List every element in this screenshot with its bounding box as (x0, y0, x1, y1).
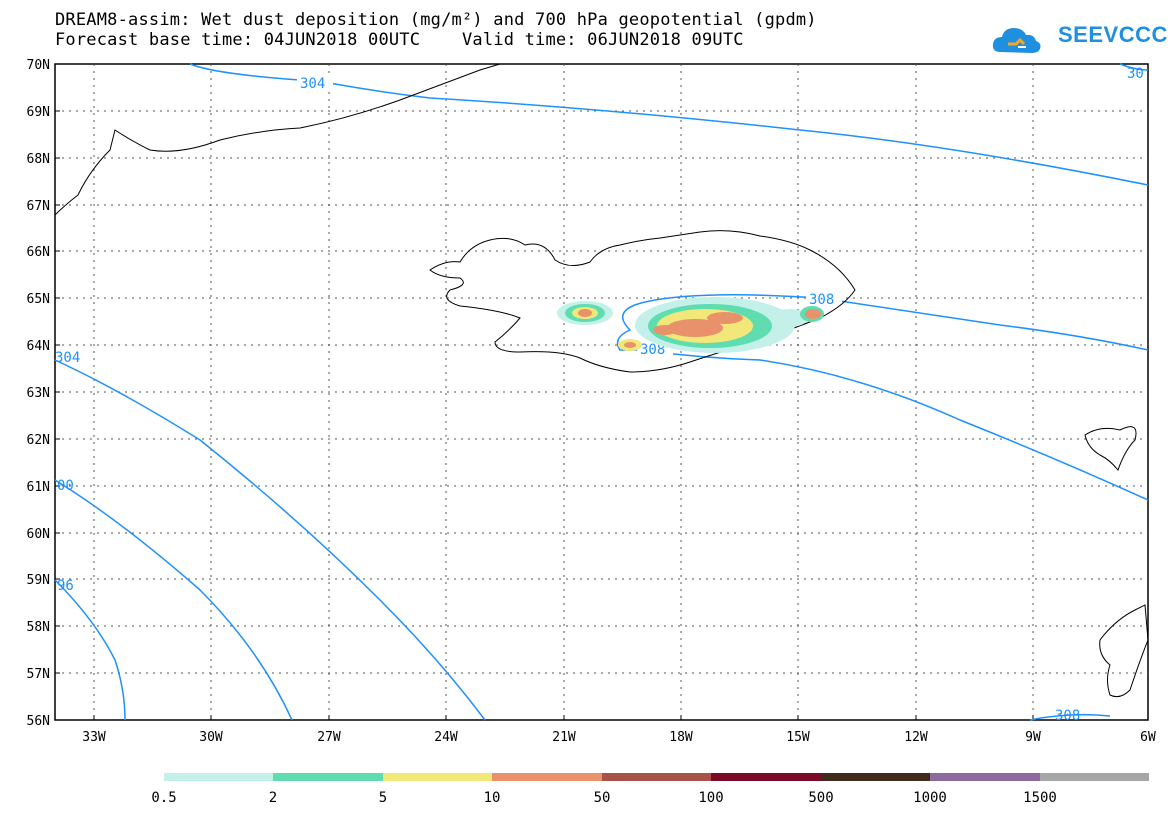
dust-deposition-fields (557, 297, 824, 353)
lon-label: 33W (82, 730, 106, 745)
legend-swatch (711, 773, 821, 781)
lon-label: 30W (199, 730, 223, 745)
legend-swatch (492, 773, 602, 781)
dust-area (805, 309, 821, 319)
axis-ticks (55, 63, 1149, 721)
lon-label: 9W (1025, 730, 1041, 745)
contour-304-north (189, 63, 1149, 186)
latitude-labels: 70N 69N 68N 67N 66N 65N 64N 63N 62N 61N … (27, 58, 50, 729)
dust-area (707, 312, 743, 324)
scotland-coast (1099, 604, 1149, 698)
legend-swatch (164, 773, 273, 781)
lat-label: 56N (27, 714, 50, 729)
legend-label: 0.5 (151, 790, 176, 806)
dust-area (653, 325, 677, 335)
cloud-icon (992, 28, 1041, 53)
contour-308-southeast (1029, 713, 1111, 721)
legend-label: 1500 (1023, 790, 1057, 806)
lat-label: 67N (27, 199, 50, 214)
contour-30-corner (1119, 63, 1149, 71)
faroe-islands-coast (1084, 426, 1137, 472)
legend-label: 5 (379, 790, 387, 806)
legend-label: 10 (484, 790, 501, 806)
contour-label: 304 (300, 76, 325, 92)
contour-296-west (54, 579, 126, 721)
legend-label: 500 (808, 790, 833, 806)
geopotential-contours (54, 63, 1149, 721)
contour-308-upper (644, 294, 1149, 351)
legend-swatch (273, 773, 383, 781)
contour-label: 308 (809, 292, 834, 308)
lon-label: 21W (552, 730, 576, 745)
dust-area (624, 342, 636, 348)
legend-swatch (1040, 773, 1149, 781)
iceland-coast (429, 230, 856, 373)
contour-304-west (54, 359, 486, 721)
chart-title-line-2: Forecast base time: 04JUN2018 00UTC Vali… (55, 30, 744, 50)
legend-label: 1000 (913, 790, 947, 806)
contour-labels: 304 308 308 304 00 96 308 30 (55, 66, 1144, 724)
legend-swatch (821, 773, 930, 781)
greenland-coast (54, 63, 501, 216)
lon-label: 24W (434, 730, 458, 745)
lat-label: 61N (27, 480, 50, 495)
dust-area (772, 309, 808, 327)
legend-swatch (930, 773, 1040, 781)
contour-300-west (54, 479, 293, 721)
contour-308-lower (616, 301, 1149, 501)
dust-area (578, 309, 592, 317)
lat-label: 64N (27, 339, 50, 354)
lat-label: 69N (27, 105, 50, 120)
lat-label: 62N (27, 433, 50, 448)
legend-label: 2 (269, 790, 277, 806)
lat-label: 60N (27, 527, 50, 542)
legend-label: 50 (594, 790, 611, 806)
lat-label: 59N (27, 573, 50, 588)
legend-label: 100 (698, 790, 723, 806)
dust-area (667, 319, 723, 337)
lon-label: 12W (904, 730, 928, 745)
legend-swatch (602, 773, 711, 781)
lat-label: 63N (27, 386, 50, 401)
lat-label: 65N (27, 292, 50, 307)
lon-label: 18W (669, 730, 693, 745)
coastlines (54, 63, 1149, 698)
contour-label: 308 (640, 342, 665, 358)
contour-label: 96 (57, 578, 74, 594)
contour-label: 00 (57, 478, 74, 494)
legend-swatch (383, 773, 492, 781)
chart-title-line-1: DREAM8-assim: Wet dust deposition (mg/m²… (55, 10, 817, 30)
lat-label: 66N (27, 245, 50, 260)
legend-labels: 0.5 2 5 10 50 100 500 1000 1500 (151, 790, 1057, 806)
lat-label: 70N (27, 58, 50, 73)
contour-label: 308 (1055, 708, 1080, 724)
legend-colorbar (164, 773, 1149, 781)
lat-label: 68N (27, 152, 50, 167)
lon-label: 15W (786, 730, 810, 745)
contour-label: 304 (55, 350, 80, 366)
lat-label: 58N (27, 620, 50, 635)
logo-text: SEEVCCC (1058, 22, 1168, 47)
grid-lines (55, 64, 1148, 720)
lon-label: 27W (317, 730, 341, 745)
lon-label: 6W (1140, 730, 1156, 745)
lat-label: 57N (27, 667, 50, 682)
longitude-labels: 33W 30W 27W 24W 21W 18W 15W 12W 9W 6W (82, 730, 1156, 745)
contour-label: 30 (1127, 66, 1144, 82)
